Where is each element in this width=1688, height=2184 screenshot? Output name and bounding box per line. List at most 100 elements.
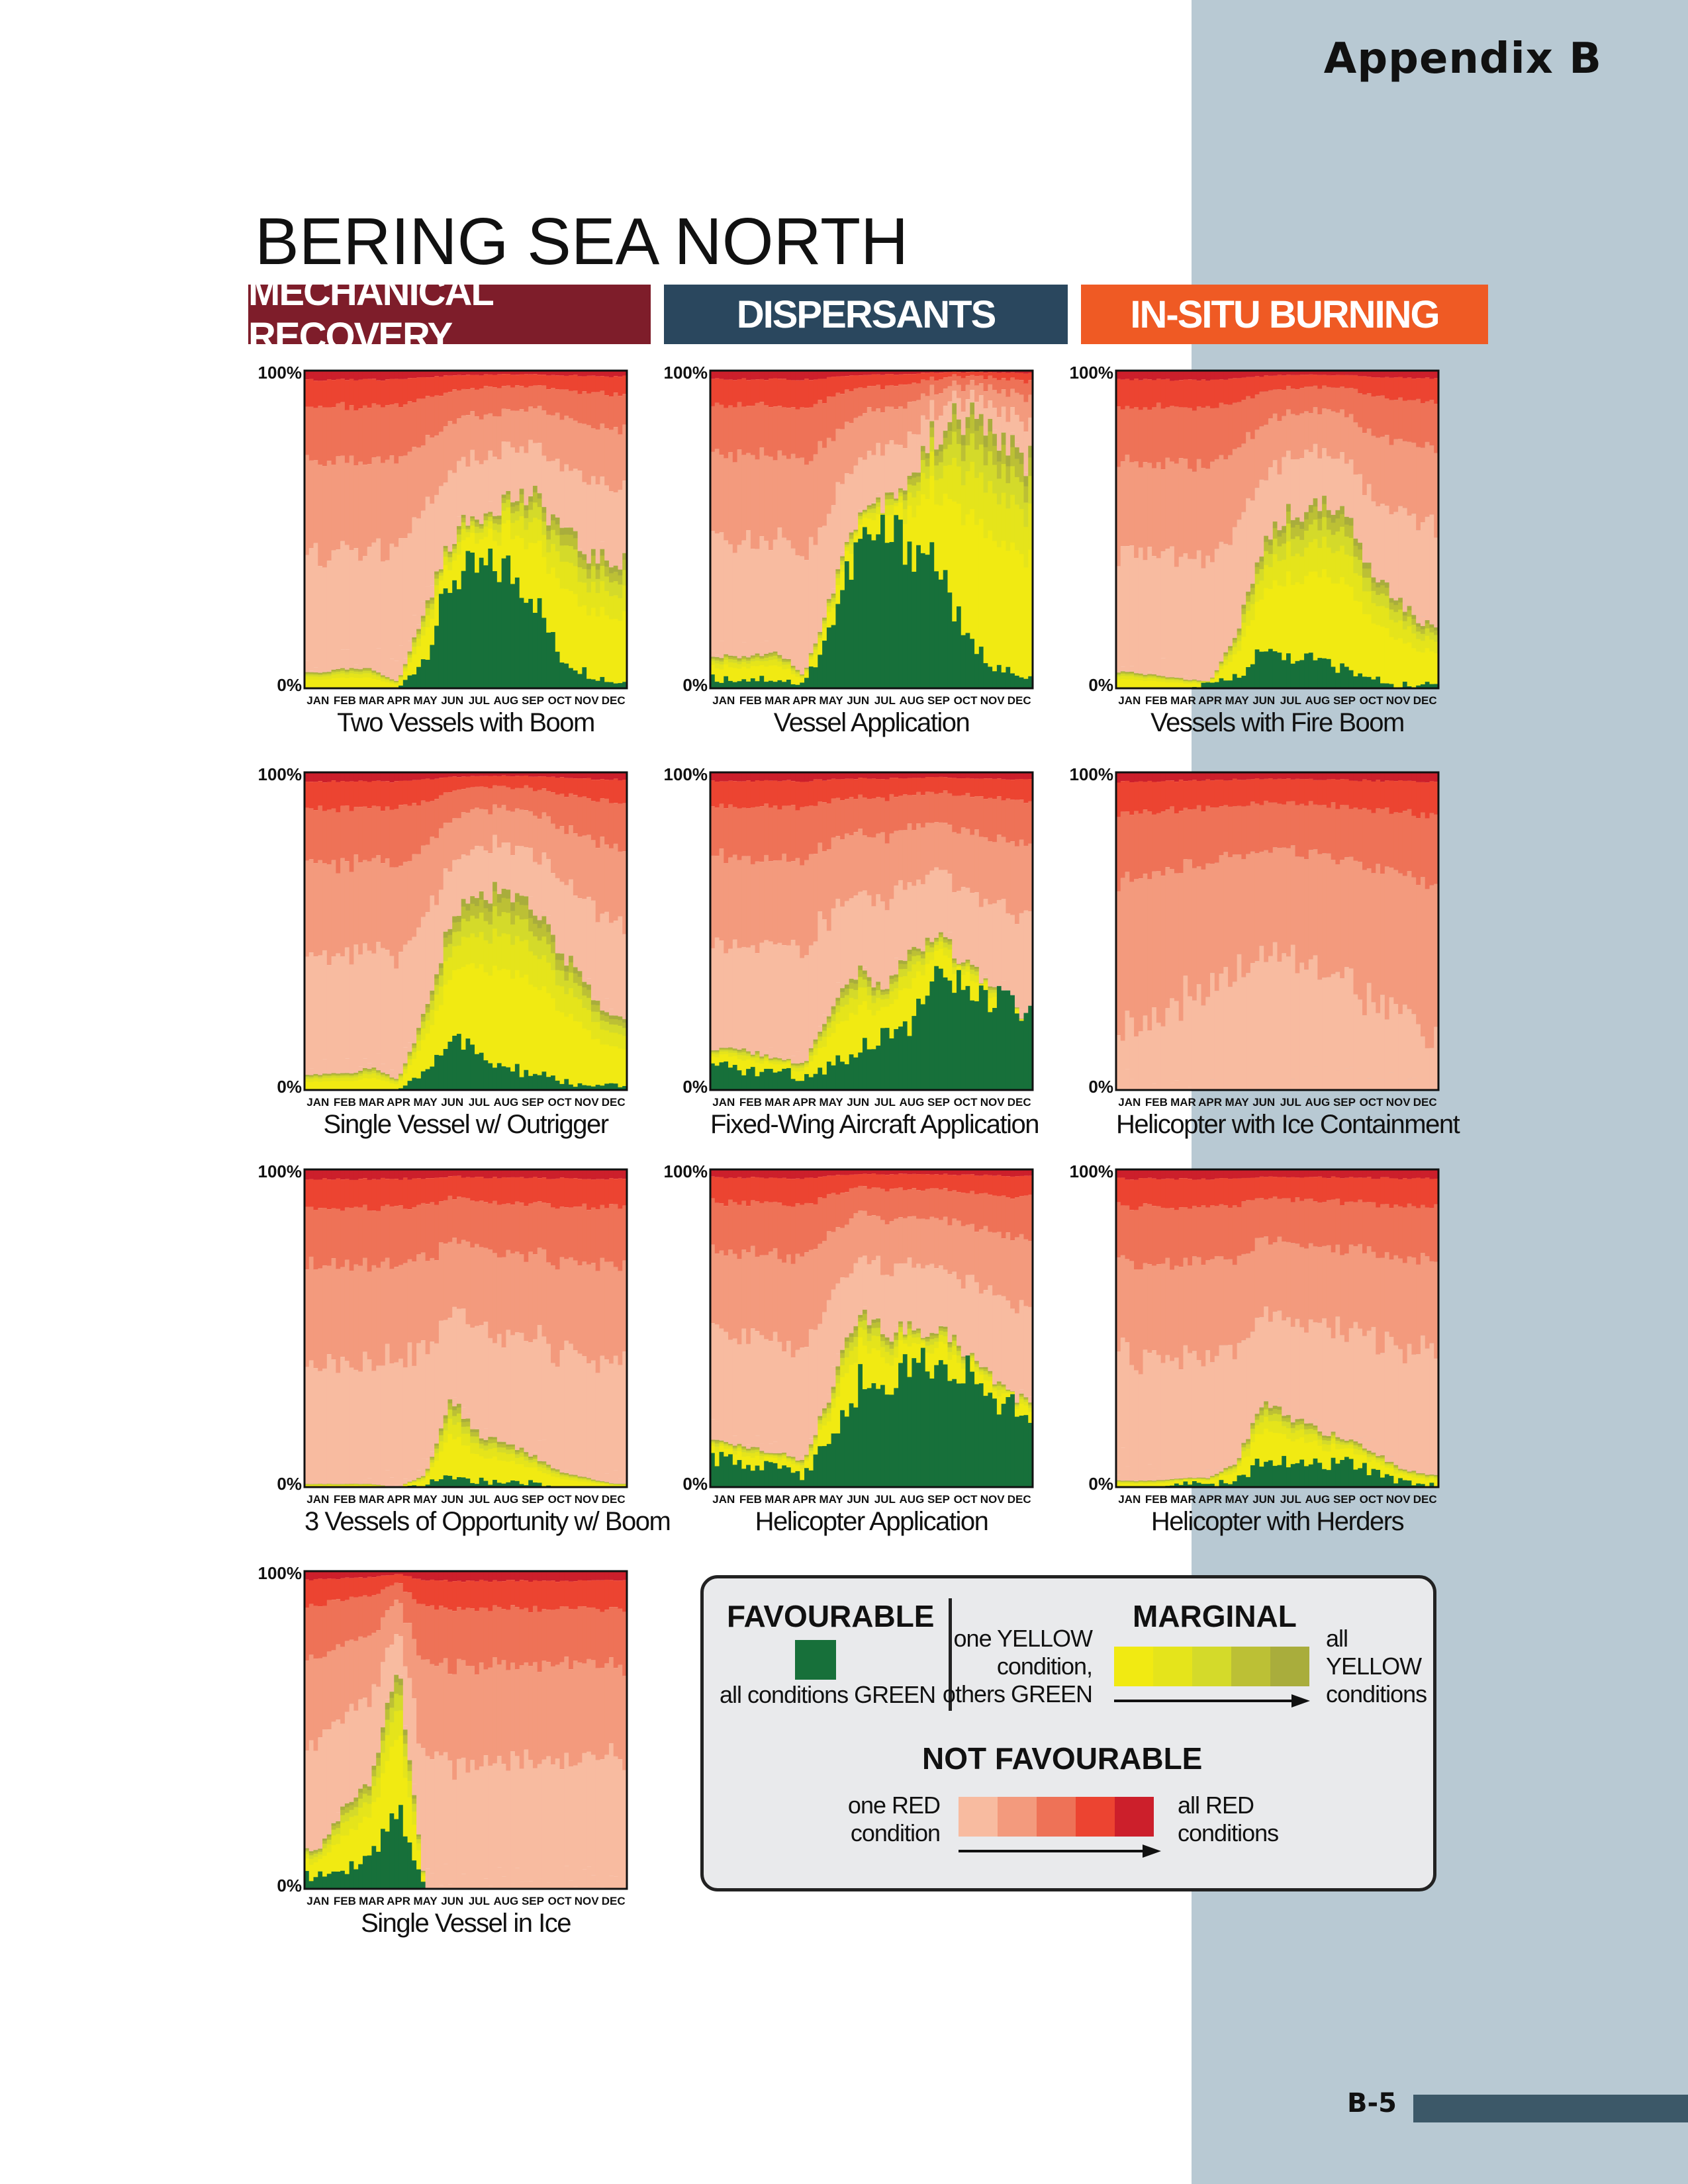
chart-bar-marginal [573, 594, 579, 671]
chart-bar-favourable [737, 681, 742, 688]
chart-bar-marginal [737, 659, 742, 662]
chart-bar-marginal [741, 666, 747, 680]
chart-bar-favourable [957, 606, 962, 688]
chart-bar-notfavourable [1237, 780, 1242, 806]
chart-bar-notfavourable [719, 404, 724, 455]
chart-bar-notfavourable [1425, 782, 1430, 819]
chart-bar-notfavourable [1001, 772, 1007, 780]
chart-bar-notfavourable [1282, 847, 1287, 954]
chart-bar-marginal [1259, 569, 1264, 581]
chart-bar-marginal [322, 1073, 328, 1075]
chart-bar-notfavourable [728, 948, 733, 1048]
chart-bar-marginal [1384, 608, 1390, 629]
chart-bar-favourable [595, 1085, 601, 1090]
chart-bar-notfavourable [551, 873, 556, 935]
chart-bar-notfavourable [938, 373, 944, 380]
chart-bar-notfavourable [1254, 1085, 1260, 1090]
chart-bar-marginal [488, 1443, 493, 1449]
chart-bar-notfavourable [1147, 1030, 1152, 1090]
chart-bar-notfavourable [952, 381, 957, 391]
chart-bar-marginal [978, 983, 984, 984]
chart-bar-marginal [988, 993, 993, 999]
chart-bar-marginal [777, 1062, 782, 1065]
chart-bar-marginal [452, 970, 457, 1036]
chart-bar-notfavourable [1116, 406, 1121, 467]
chart-bar-notfavourable [1407, 441, 1413, 516]
chart-bar-marginal [336, 1484, 341, 1485]
chart-bar-marginal [1362, 568, 1368, 578]
chart-bar-notfavourable [555, 375, 561, 390]
chart-bar-notfavourable [344, 1259, 350, 1361]
chart-bar-marginal [759, 1063, 765, 1072]
chart-bar-notfavourable [876, 493, 881, 498]
chart-bar-notfavourable [961, 887, 966, 963]
chart-bar-notfavourable [1254, 371, 1260, 377]
chart-bar-marginal [613, 565, 619, 572]
chart-bar-notfavourable [938, 776, 944, 793]
chart-bar-notfavourable [425, 496, 430, 587]
chart-bar-notfavourable [1429, 813, 1434, 886]
chart-bar-notfavourable [412, 1169, 417, 1179]
chart-bar-notfavourable [1407, 377, 1413, 400]
chart-bar-marginal [1129, 676, 1135, 680]
chart-bar-marginal [465, 1426, 471, 1434]
chart-bar-favourable [983, 989, 988, 1090]
chart-bar-marginal [318, 674, 323, 677]
chart-bar-notfavourable [376, 1053, 381, 1071]
chart-bar-marginal [443, 984, 449, 1050]
chart-bar-notfavourable [889, 374, 894, 385]
chart-bar-marginal [496, 532, 502, 546]
chart-bar-notfavourable [461, 375, 467, 389]
chart-bar-notfavourable [1299, 413, 1305, 459]
chart-bar-notfavourable [1205, 779, 1211, 806]
chart-bar-notfavourable [759, 862, 765, 943]
chart-bar-notfavourable [795, 555, 800, 670]
chart-bar-notfavourable [1277, 474, 1282, 531]
chart-bar-marginal [412, 637, 417, 640]
chart-bar-notfavourable [970, 380, 975, 390]
chart-bar-notfavourable [876, 371, 881, 375]
chart-bar-notfavourable [737, 948, 742, 1050]
chart-bar-marginal [470, 963, 475, 1045]
chart-bar-notfavourable [479, 1201, 485, 1248]
chart-bar-notfavourable [318, 955, 323, 1075]
chart-bar-favourable [1006, 990, 1011, 1090]
chart-bar-notfavourable [750, 772, 756, 782]
chart-bar-notfavourable [884, 444, 890, 493]
chart-bar-marginal [425, 615, 430, 627]
chart-bar-notfavourable [1174, 677, 1180, 678]
chart-bar-notfavourable [831, 505, 836, 589]
chart-bar-favourable [719, 682, 724, 688]
chart-bar-notfavourable [1160, 781, 1166, 812]
chart-bar-notfavourable [434, 799, 440, 839]
chart-bar-marginal [573, 973, 579, 983]
chart-bar-notfavourable [501, 842, 506, 885]
chart-bar-notfavourable [1326, 772, 1332, 780]
chart-bar-marginal [604, 1012, 610, 1017]
chart-bar-notfavourable [595, 922, 601, 1001]
chart-bar-marginal [399, 680, 404, 686]
chart-bar-notfavourable [305, 807, 310, 861]
chart-bar-notfavourable [1290, 779, 1296, 801]
x-tick-label: NOV [575, 1096, 600, 1109]
chart-bar-notfavourable [524, 847, 529, 897]
chart-bar-marginal [983, 537, 988, 664]
chart-bar-notfavourable [1322, 780, 1327, 805]
chart-bar-notfavourable [974, 772, 980, 779]
chart-bar-notfavourable [961, 778, 966, 796]
chart-bar-notfavourable [394, 379, 399, 404]
chart-bar-marginal [622, 1019, 628, 1023]
chart-bar-notfavourable [1196, 805, 1202, 866]
chart-bar-marginal [326, 1081, 332, 1091]
chart-bar-notfavourable [559, 772, 565, 778]
chart-bar-notfavourable [777, 371, 782, 379]
chart-bar-marginal [524, 939, 529, 975]
chart-bar-notfavourable [992, 372, 998, 379]
chart-bar-notfavourable [1326, 807, 1332, 854]
chart-bar-marginal [569, 972, 574, 989]
chart-bar-marginal [1250, 584, 1256, 588]
chart-bar-notfavourable [1014, 392, 1020, 415]
chart-bar-marginal [322, 1484, 328, 1486]
chart-bar-notfavourable [1147, 879, 1152, 1031]
chart-bar-notfavourable [1120, 811, 1126, 878]
